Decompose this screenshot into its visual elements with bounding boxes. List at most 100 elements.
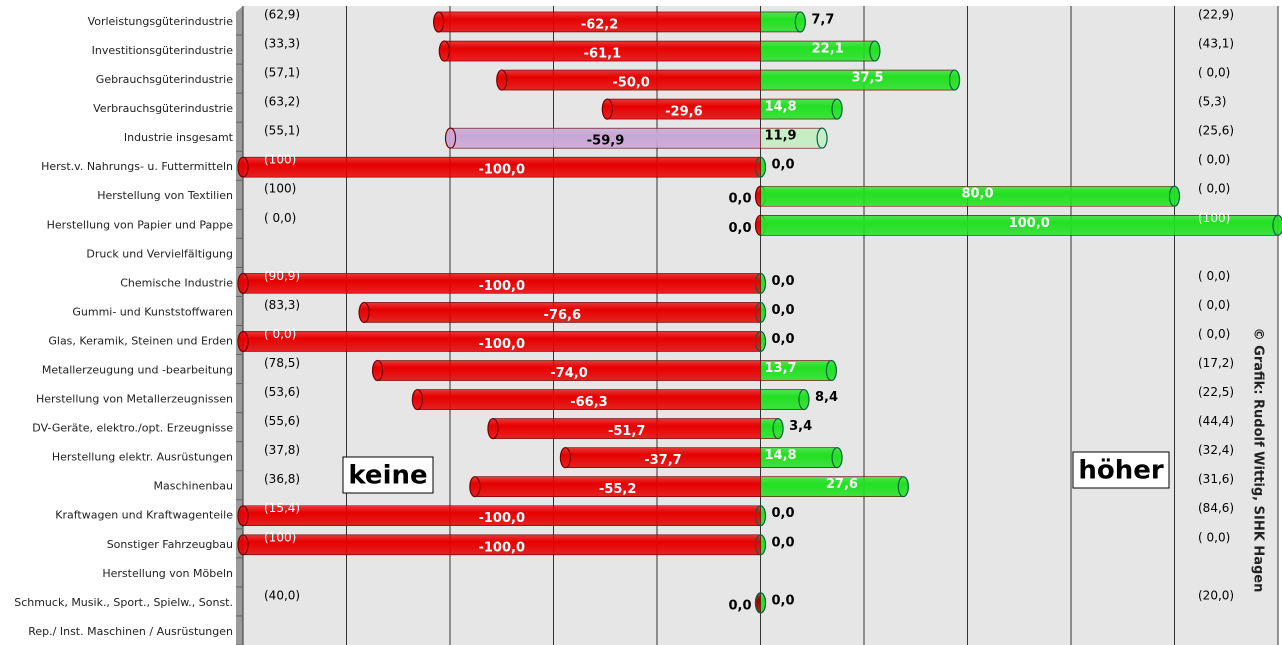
value-label: 0,0	[728, 192, 751, 207]
side-label: (40,0)	[264, 588, 300, 602]
category-label: Schmuck, Musik., Sport., Spielw., Sonst.	[14, 596, 233, 609]
value-label: 80,0	[961, 187, 993, 202]
category-label: Investitionsgüterindustrie	[92, 44, 234, 57]
credit: © Grafik: Rudolf Wittig, SIHK Hagen	[1251, 328, 1266, 593]
side-label: (84,6)	[1198, 501, 1234, 515]
side-label: (62,9)	[264, 7, 300, 21]
side-label: (22,9)	[1198, 7, 1234, 21]
side-label: (55,1)	[264, 124, 300, 138]
side-label: (22,5)	[1198, 385, 1234, 399]
side-label: (78,5)	[264, 356, 300, 370]
value-label: -76,6	[544, 308, 581, 323]
side-label: (36,8)	[264, 472, 300, 486]
category-label: Herstellung von Papier und Pappe	[47, 218, 234, 231]
side-label: ( 0,0)	[1198, 269, 1230, 283]
category-label: Herst.v. Nahrungs- u. Futtermitteln	[41, 160, 233, 173]
value-label: 14,8	[765, 100, 797, 115]
value-label: 13,7	[765, 361, 797, 376]
side-label: ( 0,0)	[1198, 153, 1230, 167]
value-label: 0,0	[772, 332, 795, 347]
value-label: 37,5	[851, 71, 883, 86]
value-label: 22,1	[812, 42, 844, 57]
category-label: Herstellung von Metallerzeugnissen	[36, 393, 233, 406]
category-label: Industrie insgesamt	[124, 131, 234, 144]
keine-box	[342, 456, 434, 494]
side-label: (37,8)	[264, 443, 300, 457]
side-label: (100)	[264, 530, 296, 544]
category-label: Gummi- und Kunststoffwaren	[72, 305, 233, 318]
value-label: -100,0	[478, 540, 525, 555]
side-label: ( 0,0)	[264, 211, 296, 225]
value-label: -74,0	[550, 366, 587, 381]
hoeher-box	[1072, 451, 1170, 489]
category-label: DV-Geräte, elektro./opt. Erzeugnisse	[32, 422, 233, 435]
value-label: 100,0	[1009, 216, 1050, 231]
category-label: Herstellung von Textilien	[97, 189, 233, 202]
value-label: 0,0	[772, 274, 795, 289]
value-label: 0,0	[772, 506, 795, 521]
side-label: (20,0)	[1198, 588, 1234, 602]
category-label: Glas, Keramik, Steinen und Erden	[48, 334, 233, 347]
value-label: -59,9	[587, 134, 624, 149]
side-label: (43,1)	[1198, 37, 1234, 51]
side-label: (32,4)	[1198, 443, 1234, 457]
bar	[760, 418, 784, 439]
category-label: Rep./ Inst. Maschinen / Ausrüstungen	[28, 625, 233, 638]
side-label: (83,3)	[264, 298, 300, 312]
value-label: -29,6	[665, 105, 702, 120]
value-label: 0,0	[772, 158, 795, 173]
legend-label: keine	[348, 461, 427, 491]
value-label: 0,0	[728, 598, 751, 613]
bar	[760, 11, 806, 33]
side-label: ( 0,0)	[1198, 327, 1230, 341]
side-label: (90,9)	[264, 269, 300, 283]
value-label: -100,0	[478, 511, 525, 526]
category-label: Kraftwagen und Kraftwagenteile	[55, 509, 233, 522]
value-label: 0,0	[772, 535, 795, 550]
value-label: -55,2	[599, 482, 636, 497]
category-label: Sonstiger Fahrzeugbau	[107, 538, 233, 551]
side-label: (15,4)	[264, 501, 300, 515]
side-label: (55,6)	[264, 414, 300, 428]
side-label: (100)	[264, 182, 296, 196]
value-label: -61,1	[584, 47, 621, 62]
side-label: (5,3)	[1198, 95, 1226, 109]
side-label: (33,3)	[264, 37, 300, 51]
side-label: (53,6)	[264, 385, 300, 399]
value-label: 0,0	[728, 221, 751, 236]
category-label: Druck und Vervielfältigung	[86, 247, 233, 260]
category-label: Gebrauchsgüterindustrie	[96, 73, 233, 86]
value-label: -100,0	[478, 163, 525, 178]
category-label: Maschinenbau	[154, 480, 233, 493]
side-label: ( 0,0)	[1198, 530, 1230, 544]
side-label: ( 0,0)	[1198, 182, 1230, 196]
side-label: (100)	[264, 153, 296, 167]
value-label: -100,0	[478, 337, 525, 352]
side-label: ( 0,0)	[1198, 66, 1230, 80]
category-label: Chemische Industrie	[120, 276, 233, 289]
category-label: Herstellung elektr. Ausrüstungen	[52, 451, 233, 464]
value-label: 27,6	[826, 477, 858, 492]
category-label: Verbrauchsgüterindustrie	[93, 102, 233, 115]
side-label: (17,2)	[1198, 356, 1234, 370]
value-label: 14,8	[765, 448, 797, 463]
value-label: 11,9	[765, 129, 797, 144]
category-label: Vorleistungsgüterindustrie	[88, 15, 234, 28]
value-label: 3,4	[789, 419, 812, 434]
value-label: 0,0	[772, 593, 795, 608]
value-label: -66,3	[570, 395, 607, 410]
side-label: (44,4)	[1198, 414, 1234, 428]
side-label: (25,6)	[1198, 124, 1234, 138]
value-label: 0,0	[772, 303, 795, 318]
value-label: -50,0	[612, 76, 649, 91]
bar	[760, 389, 810, 410]
value-label: -62,2	[581, 17, 618, 32]
value-label: -51,7	[608, 424, 645, 439]
value-label: 8,4	[815, 390, 838, 405]
category-label: Herstellung von Möbeln	[102, 567, 233, 580]
side-label: ( 0,0)	[264, 327, 296, 341]
side-label: (57,1)	[264, 66, 300, 80]
side-label: (63,2)	[264, 95, 300, 109]
side-label: (31,6)	[1198, 472, 1234, 486]
